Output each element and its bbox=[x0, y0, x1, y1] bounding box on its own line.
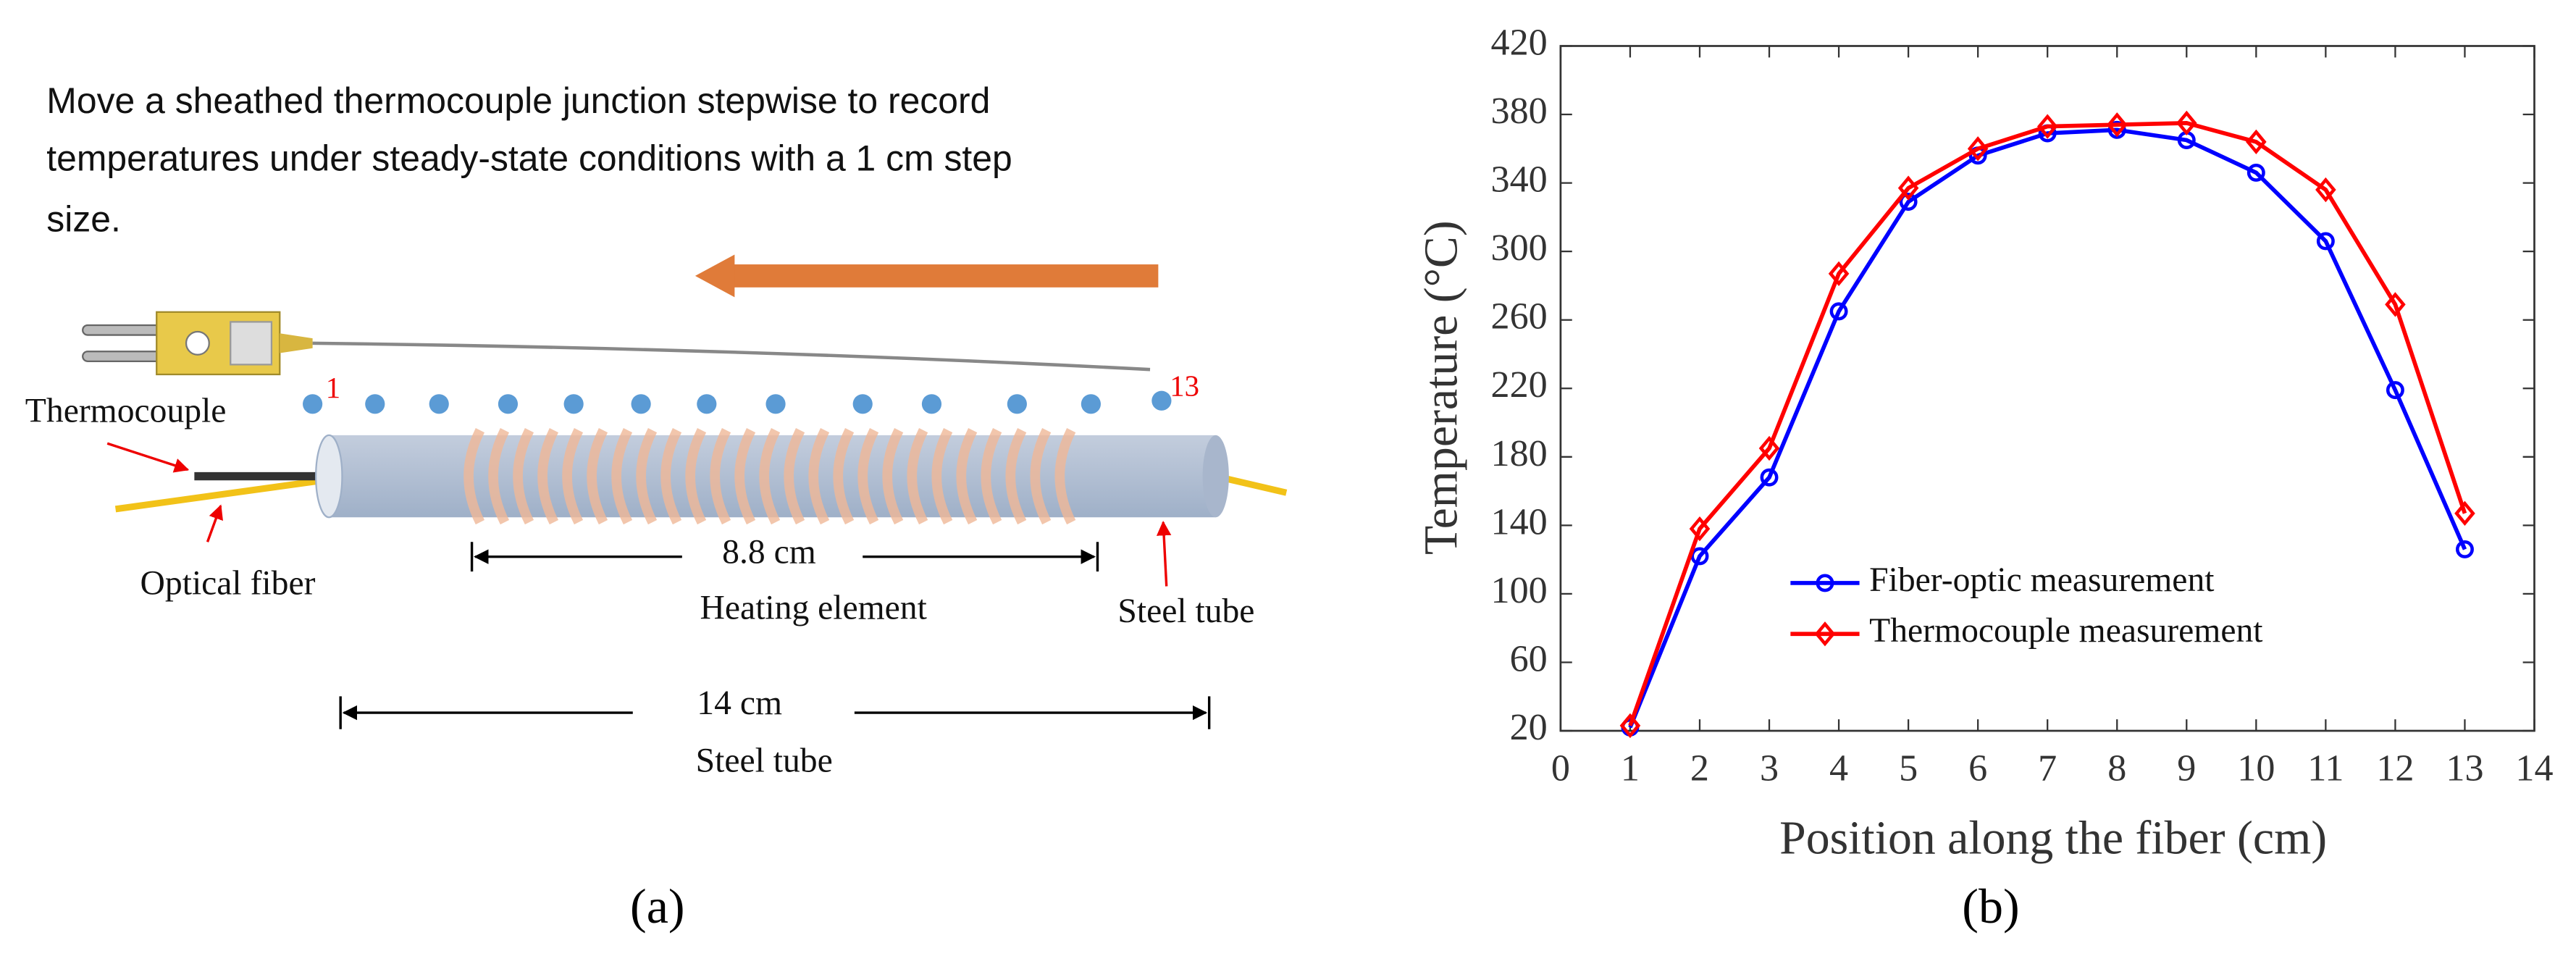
data-marker bbox=[1758, 435, 1780, 461]
data-marker bbox=[2036, 114, 2058, 139]
y-tick-label: 260 bbox=[1491, 296, 1548, 338]
data-marker bbox=[2386, 381, 2404, 400]
tube-length: 14 cm bbox=[697, 684, 782, 722]
y-tick-label: 220 bbox=[1491, 364, 1548, 406]
x-tick-label: 10 bbox=[2237, 748, 2275, 789]
data-marker bbox=[1619, 713, 1641, 739]
x-tick-label: 3 bbox=[1760, 748, 1779, 789]
position-label: 1 bbox=[326, 372, 340, 404]
data-marker bbox=[2316, 232, 2335, 251]
x-tick-label: 4 bbox=[1829, 748, 1848, 789]
panel-label: (b) bbox=[1962, 879, 2019, 934]
y-tick-label: 60 bbox=[1510, 638, 1548, 679]
thermocouple-label: Thermocouple bbox=[25, 392, 227, 429]
tube-label: Steel tube bbox=[696, 742, 833, 779]
data-marker bbox=[2455, 540, 2474, 558]
legend-label: Thermocouple measurement bbox=[1869, 612, 2262, 650]
data-marker bbox=[2246, 129, 2267, 155]
data-marker bbox=[1689, 516, 1711, 542]
y-tick-label: 180 bbox=[1491, 433, 1548, 474]
legend-marker bbox=[1816, 574, 1834, 592]
data-marker bbox=[2385, 292, 2406, 317]
data-marker bbox=[2454, 500, 2475, 526]
legend-marker bbox=[1814, 621, 1836, 647]
pointer-arrows bbox=[106, 442, 1172, 587]
x-tick-label: 6 bbox=[1968, 748, 1987, 789]
tube-pointer-label: Steel tube bbox=[1117, 592, 1254, 630]
series-line bbox=[1628, 121, 2467, 726]
motion-arrow bbox=[695, 254, 1159, 298]
y-tick-label: 380 bbox=[1491, 91, 1548, 132]
data-marker bbox=[2176, 110, 2197, 136]
data-marker bbox=[1899, 193, 1918, 211]
heater-label: Heating element bbox=[700, 589, 927, 626]
dimension-lines bbox=[339, 542, 1211, 729]
y-tick-label: 20 bbox=[1510, 707, 1548, 748]
x-tick-label: 12 bbox=[2376, 748, 2414, 789]
description-line: size. bbox=[46, 198, 121, 239]
heating-element bbox=[463, 428, 1076, 525]
panel-label: (a) bbox=[630, 879, 685, 934]
x-tick-label: 11 bbox=[2307, 748, 2344, 789]
x-tick-label: 9 bbox=[2177, 748, 2196, 789]
x-tick-label: 5 bbox=[1899, 748, 1918, 789]
data-marker bbox=[1828, 261, 1850, 287]
heater-length: 8.8 cm bbox=[722, 533, 816, 571]
description-line: Move a sheathed thermocouple junction st… bbox=[46, 80, 990, 121]
y-tick-label: 140 bbox=[1491, 501, 1548, 542]
data-marker bbox=[1897, 175, 1919, 201]
data-marker bbox=[2315, 177, 2336, 203]
y-axis-label: Temperature (°C) bbox=[1414, 220, 1467, 555]
y-tick-label: 420 bbox=[1491, 22, 1548, 63]
data-marker bbox=[1967, 136, 1989, 162]
position-dots bbox=[303, 390, 1172, 414]
y-tick-label: 340 bbox=[1491, 159, 1548, 201]
data-marker bbox=[2246, 163, 2265, 182]
data-marker bbox=[2106, 112, 2128, 138]
x-tick-label: 13 bbox=[2446, 748, 2483, 789]
x-tick-label: 2 bbox=[1690, 748, 1709, 789]
y-tick-label: 300 bbox=[1491, 227, 1548, 269]
x-tick-label: 0 bbox=[1551, 748, 1570, 789]
x-tick-label: 14 bbox=[2515, 748, 2553, 789]
legend-label: Fiber-optic measurement bbox=[1869, 561, 2214, 599]
data-marker bbox=[1760, 468, 1779, 487]
x-tick-label: 1 bbox=[1621, 748, 1640, 789]
data-marker bbox=[1690, 547, 1709, 566]
fiber-label: Optical fiber bbox=[140, 564, 316, 602]
position-label: 13 bbox=[1170, 370, 1199, 403]
x-tick-label: 7 bbox=[2038, 748, 2057, 789]
series-line bbox=[1628, 127, 2467, 729]
description-line: temperatures under steady-state conditio… bbox=[46, 138, 1012, 178]
data-marker bbox=[2107, 120, 2126, 139]
data-marker bbox=[1829, 302, 1848, 321]
x-tick-label: 8 bbox=[2107, 748, 2126, 789]
thermocouple-probe bbox=[82, 311, 1151, 376]
x-axis-label: Position along the fiber (cm) bbox=[1779, 811, 2327, 864]
y-tick-label: 100 bbox=[1491, 570, 1548, 611]
